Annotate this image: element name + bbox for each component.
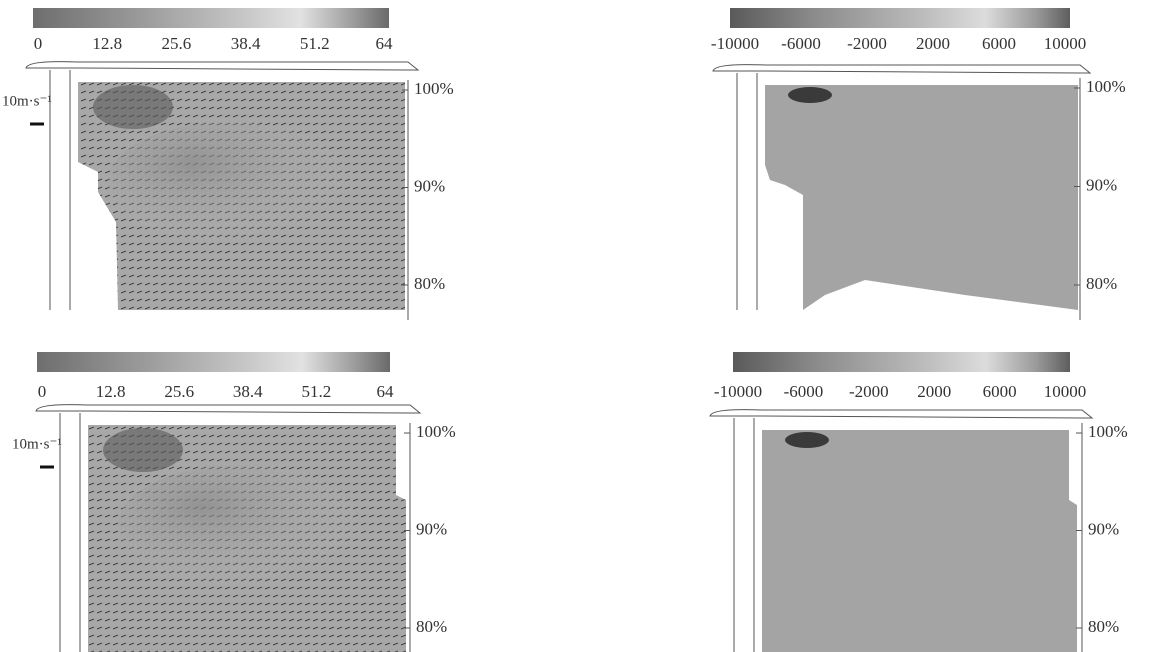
height-tick-label: 100% [1088, 422, 1128, 441]
colorbar-tick-label: 10000 [1044, 382, 1087, 401]
vorticity-field [765, 85, 1078, 310]
colorbar-tick-label: 12.8 [96, 382, 126, 401]
colorbar-tick-label: -6000 [784, 382, 824, 401]
tank-frame [713, 65, 1090, 73]
colorbar-tick-label: -10000 [711, 34, 759, 53]
vortex [93, 85, 173, 129]
colorbar-tick-label: 64 [376, 34, 394, 53]
field-shade [118, 465, 358, 585]
tank-frame [710, 410, 1092, 418]
colorbar-tick-label: 38.4 [233, 382, 263, 401]
height-tick-label: 80% [1086, 274, 1117, 293]
colorbar-tick-label: 6000 [982, 34, 1016, 53]
height-tick-label: 100% [414, 79, 454, 98]
colorbar [730, 8, 1070, 28]
height-tick-label: 80% [416, 617, 447, 636]
tank-frame [36, 405, 420, 413]
colorbar-tick-label: 2000 [916, 34, 950, 53]
colorbar-tick-label: -2000 [847, 34, 887, 53]
colorbar [733, 352, 1070, 372]
colorbar-tick-label: 25.6 [162, 34, 192, 53]
colorbar [37, 352, 390, 372]
height-tick-label: 90% [414, 176, 445, 195]
field-shade [108, 122, 348, 242]
vorticity-field [762, 430, 1077, 652]
colorbar-tick-label: 6000 [983, 382, 1017, 401]
figure: 0 12.8 25.6 38.4 51.2 64 100% 90% 80% 10m·s⁻¹ -100… [0, 0, 1166, 652]
colorbar-tick-label: 38.4 [231, 34, 261, 53]
vortex [785, 432, 829, 448]
vortex [103, 428, 183, 472]
scale-label: 10m·s⁻¹ [2, 93, 52, 109]
colorbar-tick-label: -10000 [714, 382, 762, 401]
colorbar-tick-label: 51.2 [300, 34, 330, 53]
colorbar-tick-label: 2000 [917, 382, 951, 401]
height-tick-label: 80% [1088, 617, 1119, 636]
height-tick-label: 90% [416, 519, 447, 538]
colorbar-tick-label: -2000 [849, 382, 889, 401]
vortex [788, 87, 832, 103]
height-tick-label: 100% [1086, 77, 1126, 96]
colorbar-tick-label: 25.6 [164, 382, 194, 401]
colorbar [33, 8, 389, 28]
scale-label: 10m·s⁻¹ [12, 436, 62, 452]
colorbar-tick-label: 64 [377, 382, 395, 401]
colorbar-tick-label: 51.2 [302, 382, 332, 401]
colorbar-tick-label: 0 [34, 34, 43, 53]
colorbar-tick-label: -6000 [781, 34, 821, 53]
height-tick-label: 80% [414, 274, 445, 293]
colorbar-tick-label: 10000 [1044, 34, 1087, 53]
height-tick-label: 90% [1086, 175, 1117, 194]
colorbar-tick-label: 0 [38, 382, 47, 401]
colorbar-tick-label: 12.8 [92, 34, 122, 53]
height-tick-label: 100% [416, 422, 456, 441]
tank-frame [26, 62, 418, 70]
height-tick-label: 90% [1088, 519, 1119, 538]
